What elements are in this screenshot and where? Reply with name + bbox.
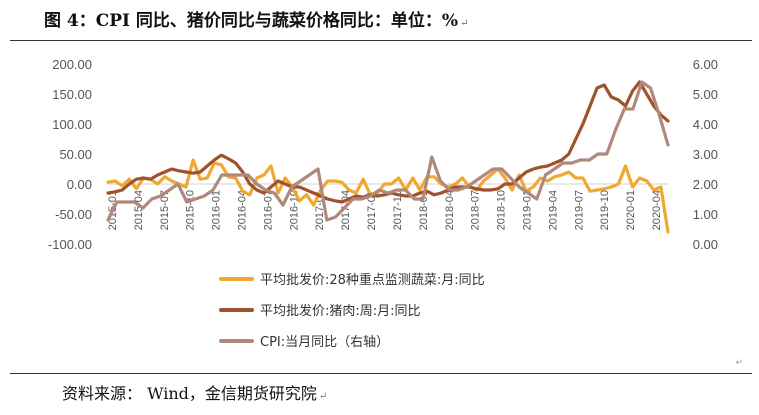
chart-title: 图 4：CPI 同比、猪价同比与蔬菜价格同比：单位：% ↵ (44, 11, 469, 31)
x-axis-tick-label: 2018-07 (470, 190, 482, 230)
left-axis-tick-label: 50.00 (59, 147, 92, 162)
paragraph-mark: ↵ (460, 18, 469, 29)
right-axis-tick-label: 2.00 (693, 177, 718, 192)
x-axis-tick-label: 2016-07 (262, 190, 274, 230)
x-axis-tick-label: 2019-10 (599, 190, 611, 230)
right-axis-tick-label: 3.00 (693, 147, 718, 162)
left-axis-tick-label: 100.00 (52, 117, 92, 132)
source-note: 资料来源： Wind，金信期货研究院 ↵ (62, 384, 328, 403)
right-axis-tick-label: 6.00 (693, 57, 718, 72)
bottom-rule (10, 373, 752, 374)
legend-label-1: 平均批发价:28种重点监测蔬菜:月:同比 (260, 272, 485, 288)
paragraph-mark: ↵ (318, 391, 328, 402)
legend-label-3: CPI:当月同比（右轴） (260, 335, 389, 350)
x-axis-tick-label: 2015-04 (133, 190, 145, 230)
x-axis-tick-label: 2017-10 (392, 190, 404, 230)
x-axis-tick-label: 2019-01 (521, 190, 533, 230)
legend-label-2: 平均批发价:猪肉:周:月:同比 (260, 303, 421, 319)
series-line-1 (106, 158, 670, 234)
left-axis-tick-label: 200.00 (52, 57, 92, 72)
right-axis-tick-label: 1.00 (693, 207, 718, 222)
line-chart: 200.00 150.00 100.00 50.00 0.00 -50.00 -100.00… (48, 57, 718, 350)
x-axis-tick-label: 2015-10 (185, 190, 197, 230)
left-axis-tick-label: -100.00 (48, 237, 92, 252)
x-axis-tick-label: 2020-04 (651, 190, 663, 230)
x-axis-tick-label: 2018-04 (444, 190, 456, 230)
right-axis-tick-label: 0.00 (693, 237, 718, 252)
x-axis-tick-label: 2016-04 (237, 190, 249, 230)
x-axis-tick-label: 2020-01 (625, 190, 637, 230)
right-axis-tick-label: 4.00 (693, 117, 718, 132)
left-axis-tick-label: 150.00 (52, 87, 92, 102)
left-axis-tick-label: 0.00 (67, 177, 92, 192)
x-axis-tick-label: 2019-04 (547, 190, 559, 230)
paragraph-mark: ↵ (735, 358, 743, 368)
x-axis-tick-label: 2017-07 (366, 190, 378, 230)
x-axis-tick-label: 2015-07 (159, 190, 171, 230)
x-axis-tick-label: 2018-10 (496, 190, 508, 230)
x-axis-tick-label: 2016-01 (211, 190, 223, 230)
top-rule (10, 40, 752, 41)
left-axis-tick-label: -50.00 (55, 207, 92, 222)
right-axis-tick-label: 5.00 (693, 87, 718, 102)
series-line-3 (106, 80, 670, 222)
x-axis-tick-label: 2019-07 (573, 190, 585, 230)
